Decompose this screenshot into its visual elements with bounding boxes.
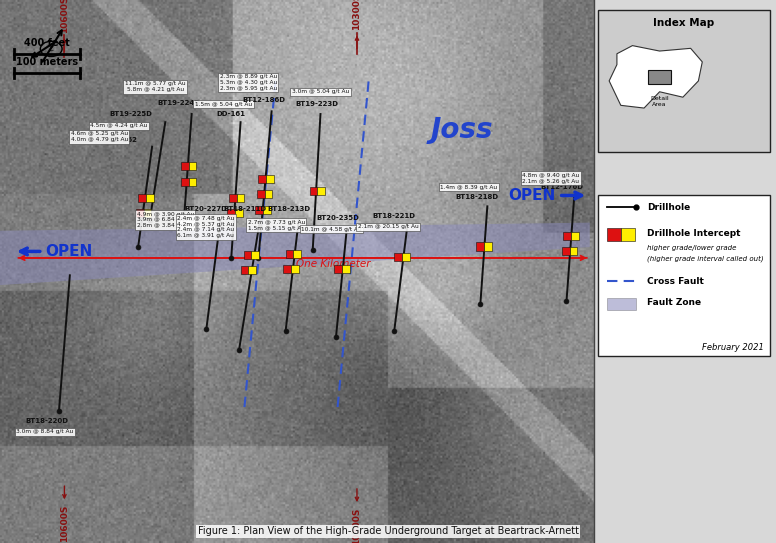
Bar	[594, 0, 776, 543]
Text: BT12-186D: BT12-186D	[242, 97, 286, 104]
Text: 4.6m @ 5.25 g/t Au
4.0m @ 4.79 g/t Au: 4.6m @ 5.25 g/t Au 4.0m @ 4.79 g/t Au	[71, 131, 128, 142]
Text: Joss: Joss	[431, 116, 493, 144]
Bar	[291, 266, 299, 274]
Bar	[570, 247, 577, 255]
Bar	[181, 162, 189, 169]
Bar	[286, 250, 293, 258]
Bar	[394, 252, 402, 261]
Bar	[598, 10, 770, 152]
Text: Cross Fault: Cross Fault	[647, 277, 704, 286]
Polygon shape	[609, 46, 702, 108]
Text: 3.0m @ 5.04 g/t Au: 3.0m @ 5.04 g/t Au	[292, 89, 349, 94]
Text: BT18-218D: BT18-218D	[455, 194, 498, 200]
Text: higher grade/lower grade: higher grade/lower grade	[647, 244, 736, 251]
Bar	[607, 298, 636, 310]
Text: BT18-211D: BT18-211D	[223, 206, 266, 212]
Text: 10600S: 10600S	[60, 0, 69, 33]
Bar	[265, 190, 272, 198]
Text: 10300S: 10300S	[352, 0, 362, 30]
Text: 10600S: 10600S	[60, 505, 69, 542]
Text: 1.5m @ 5.04 g/t Au: 1.5m @ 5.04 g/t Au	[195, 102, 252, 107]
Bar	[648, 70, 671, 84]
Text: 2.1m @ 20.15 g/t Au: 2.1m @ 20.15 g/t Au	[358, 224, 418, 230]
Bar	[241, 266, 248, 274]
Text: BT19-223D: BT19-223D	[295, 101, 338, 108]
Text: 3.0m @ 8.84 g/t Au: 3.0m @ 8.84 g/t Au	[16, 429, 74, 434]
Text: 2.7m @ 7.73 g/t Au
1.5m @ 5.15 g/t Au: 2.7m @ 7.73 g/t Au 1.5m @ 5.15 g/t Au	[248, 220, 305, 231]
Bar	[293, 250, 301, 258]
Text: 2.3m @ 8.89 g/t Au
5.3m @ 4.30 g/t Au
2.3m @ 5.95 g/t Au: 2.3m @ 8.89 g/t Au 5.3m @ 4.30 g/t Au 2.…	[220, 74, 277, 91]
Text: BT19-225D: BT19-225D	[109, 111, 152, 117]
Text: BT20-235D: BT20-235D	[316, 215, 359, 222]
Text: 10.1m @ 4.58 g/t Au: 10.1m @ 4.58 g/t Au	[301, 226, 362, 232]
Bar	[251, 251, 259, 259]
Bar	[342, 266, 350, 274]
Bar	[237, 194, 244, 202]
Text: One Kilometer: One Kilometer	[296, 259, 371, 269]
Text: OPEN: OPEN	[508, 188, 556, 203]
Text: 2.4m @ 7.48 g/t Au
4.2m @ 5.37 g/t Au
2.4m @ 7.14 g/t Au
6.1m @ 3.91 g/t Au: 2.4m @ 7.48 g/t Au 4.2m @ 5.37 g/t Au 2.…	[177, 216, 234, 238]
Bar	[146, 194, 154, 202]
Bar	[136, 209, 144, 217]
Text: DD-161: DD-161	[217, 111, 246, 117]
Text: Drillhole Intercept: Drillhole Intercept	[647, 229, 740, 238]
Bar	[244, 251, 251, 259]
Bar	[402, 252, 410, 261]
Bar	[138, 194, 146, 202]
Bar	[484, 242, 492, 250]
Bar	[283, 266, 291, 274]
Text: 400 feet: 400 feet	[24, 37, 70, 48]
Bar	[571, 232, 579, 240]
Polygon shape	[0, 223, 590, 285]
Bar	[235, 209, 243, 217]
Bar	[144, 209, 151, 217]
Bar	[189, 162, 196, 169]
Text: BT18-213D: BT18-213D	[267, 206, 310, 212]
Text: (higher grade interval called out): (higher grade interval called out)	[647, 255, 764, 262]
Bar	[317, 187, 325, 195]
Text: Index Map: Index Map	[653, 18, 714, 28]
Bar	[562, 247, 570, 255]
Bar	[255, 206, 263, 213]
Bar	[266, 175, 274, 183]
Bar	[476, 242, 484, 250]
Bar	[189, 178, 196, 186]
Text: Fault Zone: Fault Zone	[647, 299, 702, 307]
Text: 4.5m @ 4.24 g/t Au: 4.5m @ 4.24 g/t Au	[90, 123, 147, 129]
Bar	[258, 175, 266, 183]
Bar	[607, 228, 621, 241]
Text: 4.8m @ 9.40 g/t Au
2.1m @ 5.26 g/t Au: 4.8m @ 9.40 g/t Au 2.1m @ 5.26 g/t Au	[522, 173, 580, 184]
Text: February 2021: February 2021	[702, 343, 764, 352]
Text: 1.4m @ 8.39 g/t Au: 1.4m @ 8.39 g/t Au	[440, 185, 497, 190]
Bar	[227, 209, 235, 217]
Bar	[181, 178, 189, 186]
Bar	[248, 266, 256, 274]
Text: Drillhole: Drillhole	[647, 203, 691, 212]
Text: Figure 1: Plan View of the High-Grade Underground Target at Beartrack-Arnett: Figure 1: Plan View of the High-Grade Un…	[198, 527, 578, 536]
Text: 11.1m @ 5.77 g/t Au
5.8m @ 4.21 g/t Au: 11.1m @ 5.77 g/t Au 5.8m @ 4.21 g/t Au	[125, 81, 185, 92]
Text: BT19-224D: BT19-224D	[157, 100, 200, 106]
Text: 10300S: 10300S	[352, 508, 362, 543]
Bar	[621, 228, 635, 241]
Bar	[598, 195, 770, 356]
Text: Z: Z	[49, 46, 54, 52]
Bar	[229, 194, 237, 202]
Text: BT18-221D: BT18-221D	[372, 213, 415, 219]
Text: DD-162: DD-162	[108, 137, 137, 143]
Text: BT12-176D: BT12-176D	[540, 184, 584, 191]
Text: BT20-227D: BT20-227D	[184, 206, 227, 212]
Text: Detail
Area: Detail Area	[650, 96, 669, 107]
Bar	[263, 206, 271, 213]
Text: 4.9m @ 3.90 g/t Au
3.9m @ 6.84 g/t Au
2.8m @ 3.84 g/t Au: 4.9m @ 3.90 g/t Au 3.9m @ 6.84 g/t Au 2.…	[137, 212, 194, 228]
Text: 100 meters: 100 meters	[16, 56, 78, 67]
Text: OPEN: OPEN	[45, 244, 92, 259]
Bar	[310, 187, 317, 195]
Bar	[334, 266, 342, 274]
Text: BT18-220D: BT18-220D	[25, 418, 68, 424]
Bar	[563, 232, 571, 240]
Bar	[257, 190, 265, 198]
